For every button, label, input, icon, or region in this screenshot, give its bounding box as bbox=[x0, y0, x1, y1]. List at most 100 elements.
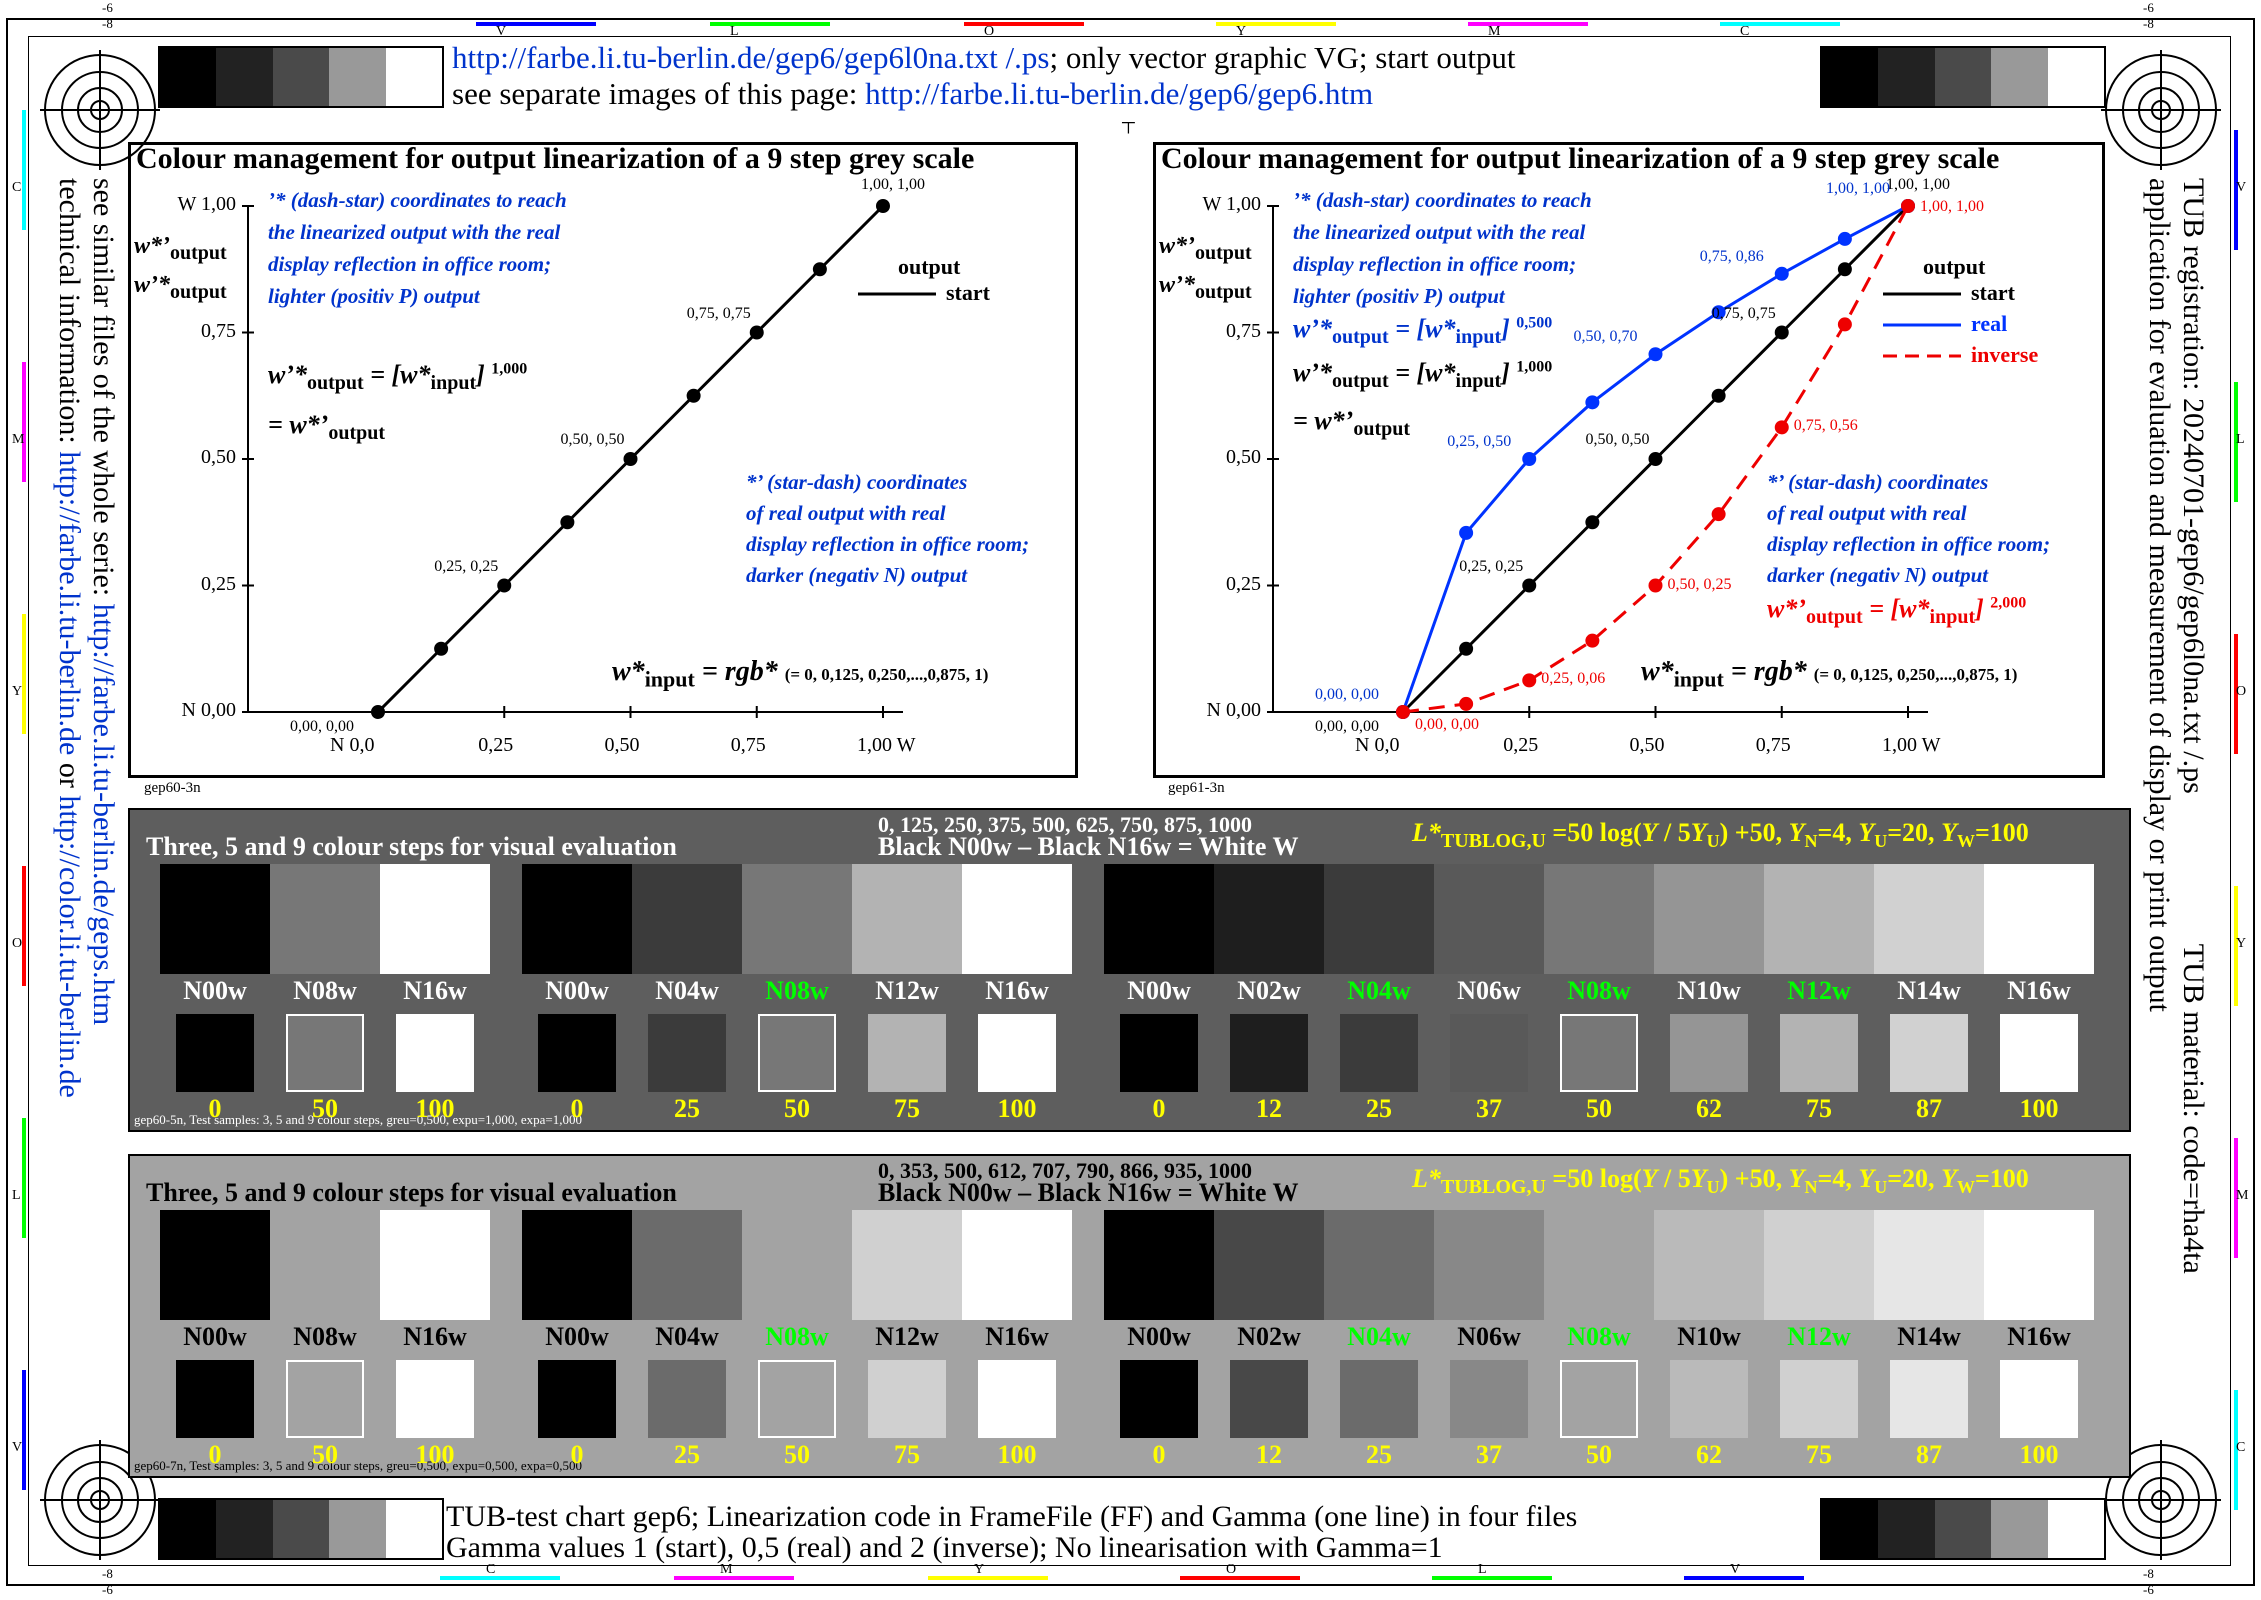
edge-color-mark-left bbox=[22, 1118, 26, 1238]
big-swatch bbox=[1544, 1210, 1654, 1320]
point-label: 0,00, 0,00 bbox=[290, 718, 354, 735]
big-swatch bbox=[1324, 1210, 1434, 1320]
data-point-start bbox=[623, 452, 638, 466]
swatch-label: N08w bbox=[765, 1322, 829, 1351]
edge-letter-top: O bbox=[984, 24, 995, 39]
edge-color-mark-top bbox=[964, 22, 1084, 26]
data-point-start bbox=[560, 515, 575, 530]
swatch-value: 50 bbox=[312, 1094, 338, 1123]
big-swatch bbox=[1984, 864, 2094, 974]
big-swatch bbox=[962, 864, 1072, 974]
chart-right-frame bbox=[1153, 142, 2105, 778]
swatch-label: N04w bbox=[655, 1322, 719, 1351]
small-swatch bbox=[648, 1360, 726, 1438]
swatch-value: 0 bbox=[208, 1094, 222, 1123]
footer-line2: Gamma values 1 (start), 0,5 (real) and 2… bbox=[446, 1531, 1443, 1564]
big-swatch bbox=[1544, 864, 1654, 974]
grey-bar-step bbox=[1934, 48, 1992, 106]
point-label: 0,50, 0,70 bbox=[1573, 328, 1638, 346]
big-swatch bbox=[1324, 864, 1434, 974]
formula-start-exp: 1,000 bbox=[491, 360, 528, 378]
corner-tl-bot: -8 bbox=[102, 16, 113, 31]
y-tick-label: 0,50 bbox=[1226, 446, 1261, 468]
point-label: 0,50, 0,25 bbox=[1667, 575, 1732, 593]
swatch-value: 100 bbox=[415, 1094, 455, 1123]
big-swatch bbox=[632, 1210, 742, 1320]
edge-color-mark-left bbox=[22, 110, 26, 230]
left-side-line2: technical information: http://farbe.li.t… bbox=[53, 178, 86, 1098]
edge-color-mark-top bbox=[1720, 22, 1840, 26]
swatch-value: 50 bbox=[784, 1440, 810, 1469]
swatch-label: N00w bbox=[183, 976, 247, 1005]
formula-real-exp: 0,500 bbox=[1516, 314, 1553, 332]
header-url-link[interactable]: http://farbe.li.tu-berlin.de/gep6/gep6l0… bbox=[452, 40, 1050, 75]
header-sep-link[interactable]: http://farbe.li.tu-berlin.de/gep6/gep6.h… bbox=[865, 76, 1374, 111]
x-tick-label: 1,00 W bbox=[857, 734, 916, 756]
note-bottom-line: *’ (star-dash) coordinates bbox=[746, 470, 968, 494]
ltub-formula: L*TUBLOG,U =50 log(Y / 5YU) +50, YN=4, Y… bbox=[1412, 1164, 2029, 1199]
swatch-label: N08w bbox=[293, 1322, 357, 1351]
note-bottom-line: darker (negativ N) output bbox=[1767, 563, 1989, 587]
big-swatch bbox=[1654, 1210, 1764, 1320]
grey-bar-step bbox=[2047, 48, 2105, 106]
data-point-inverse bbox=[1901, 199, 1915, 213]
point-label: 0,00, 0,00 bbox=[1415, 716, 1479, 733]
swatch-label: N00w bbox=[1127, 976, 1191, 1005]
data-point-inverse bbox=[1522, 673, 1537, 688]
big-swatch bbox=[1434, 1210, 1544, 1320]
grey-bar-step bbox=[216, 48, 273, 106]
data-point-inverse bbox=[1648, 578, 1663, 593]
grey-bar-step bbox=[2047, 1500, 2105, 1558]
swatch-label: N06w bbox=[1457, 976, 1521, 1005]
big-swatch bbox=[380, 864, 490, 974]
y-tick-label: 0,25 bbox=[201, 572, 236, 595]
big-swatch bbox=[1984, 1210, 2094, 1320]
edge-color-mark-bottom bbox=[440, 1576, 560, 1580]
small-swatch bbox=[978, 1360, 1056, 1438]
big-swatch bbox=[1874, 1210, 1984, 1320]
small-swatch bbox=[396, 1014, 474, 1092]
data-point-real bbox=[1774, 266, 1789, 281]
small-swatch bbox=[2000, 1014, 2078, 1092]
y-tick-label: N 0,00 bbox=[181, 699, 236, 721]
note-bottom-line: display reflection in office room; bbox=[746, 532, 1030, 556]
edge-letter-right: M bbox=[2236, 1188, 2249, 1203]
note-bottom-line: darker (negativ N) output bbox=[746, 563, 968, 587]
grey-bar-bottom-right bbox=[1820, 1498, 2106, 1560]
swatch-value: 25 bbox=[674, 1440, 700, 1469]
small-swatch bbox=[1560, 1360, 1638, 1438]
x-tick-label: 0,50 bbox=[604, 734, 640, 756]
point-label: 0,75, 0,86 bbox=[1699, 247, 1764, 265]
data-point-real bbox=[1648, 347, 1663, 362]
small-swatch bbox=[978, 1014, 1056, 1092]
edge-letter-top: Y bbox=[1236, 24, 1247, 39]
chart-title: Colour management for output linearizati… bbox=[136, 142, 975, 175]
swatch-value: 100 bbox=[415, 1440, 455, 1469]
chart-left-frame bbox=[128, 142, 1078, 778]
edge-letter-bottom: M bbox=[720, 1562, 733, 1577]
swatch-panel: Three, 5 and 9 colour steps for visual e… bbox=[128, 1154, 2131, 1478]
registration-target-tr bbox=[2101, 50, 2221, 170]
formula-real: w’*output = [w*input] 0,500 bbox=[1293, 314, 1553, 349]
small-swatch bbox=[1340, 1014, 1418, 1092]
big-swatch bbox=[852, 864, 962, 974]
registration-target-br bbox=[2101, 1440, 2221, 1560]
edge-letter-left: O bbox=[12, 936, 23, 951]
small-swatch bbox=[1230, 1014, 1308, 1092]
data-point-start bbox=[1837, 262, 1852, 277]
x-tick-label: 0,75 bbox=[1755, 734, 1791, 756]
swatch-label: N02w bbox=[1237, 976, 1301, 1005]
swatch-label: N10w bbox=[1677, 1322, 1741, 1351]
registration-target-bl bbox=[40, 1440, 160, 1560]
chart-right-code: gep61-3n bbox=[1168, 780, 1225, 796]
swatch-value: 25 bbox=[674, 1094, 700, 1123]
edge-color-mark-top bbox=[1216, 22, 1336, 26]
small-swatch bbox=[396, 1360, 474, 1438]
small-swatch bbox=[538, 1014, 616, 1092]
swatch-value: 100 bbox=[997, 1094, 1037, 1123]
small-swatch bbox=[758, 1360, 836, 1438]
small-swatch bbox=[1670, 1014, 1748, 1092]
big-swatch bbox=[1434, 864, 1544, 974]
big-swatch bbox=[1654, 864, 1764, 974]
swatch-value: 12 bbox=[1256, 1094, 1282, 1123]
